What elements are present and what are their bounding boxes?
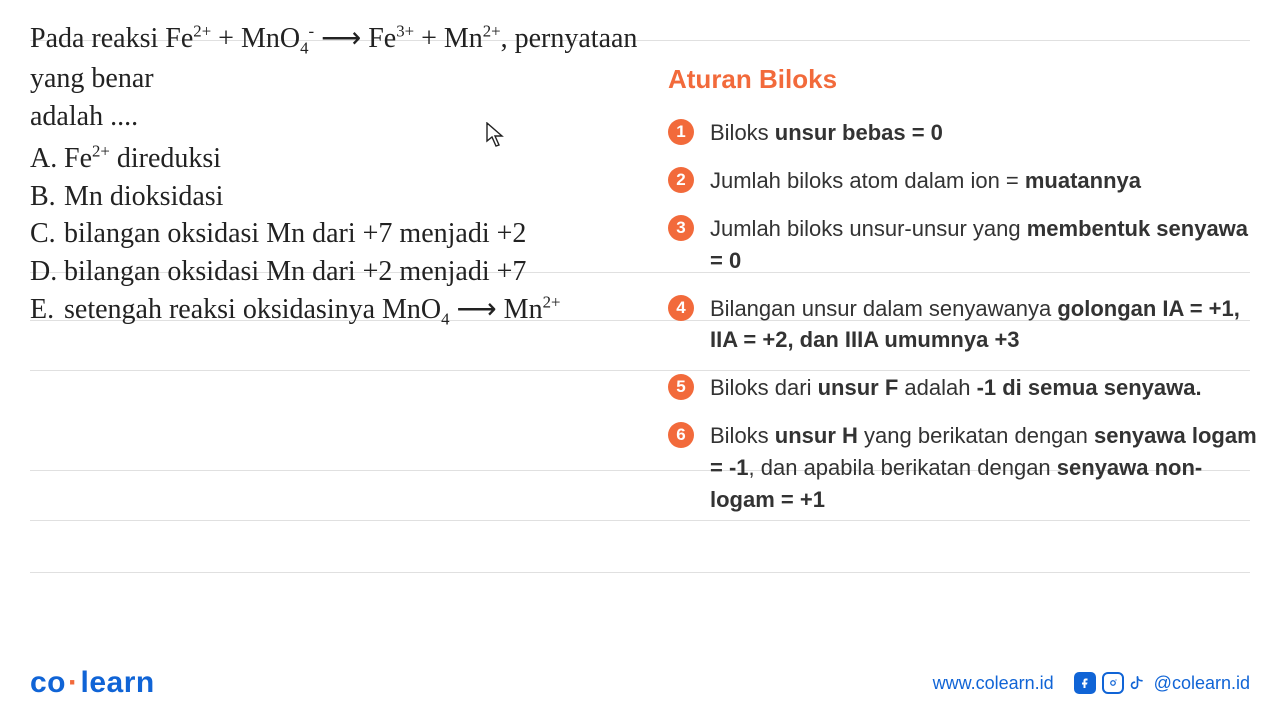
rule-badge: 5	[668, 374, 694, 400]
rule-badge: 6	[668, 422, 694, 448]
rule-row: 3 Jumlah biloks unsur-unsur yang membent…	[668, 213, 1258, 277]
question-prefix: Pada reaksi	[30, 23, 165, 54]
rule-text: Biloks dari unsur F adalah -1 di semua s…	[710, 372, 1202, 404]
rule-text: Biloks unsur H yang berikatan dengan sen…	[710, 420, 1258, 516]
option-letter: C.	[30, 215, 64, 253]
option-letter: D.	[30, 253, 64, 291]
rule-badge: 3	[668, 215, 694, 241]
rule-badge: 2	[668, 167, 694, 193]
option-text: setengah reaksi oksidasinya MnO4 ⟶ Mn2+	[64, 291, 560, 331]
website-link[interactable]: www.colearn.id	[933, 673, 1054, 694]
question-reaction: Fe2+ + MnO4- ⟶ Fe3+ + Mn2+	[165, 23, 500, 54]
option-text: Mn dioksidasi	[64, 178, 223, 216]
rule-text: Jumlah biloks unsur-unsur yang membentuk…	[710, 213, 1258, 277]
footer: co·learn www.colearn.id @colearn.id	[30, 666, 1250, 700]
option-letter: A.	[30, 140, 64, 178]
social-handle[interactable]: @colearn.id	[1154, 673, 1250, 694]
rule-text: Biloks unsur bebas = 0	[710, 117, 943, 149]
logo-left: co	[30, 666, 66, 699]
rule-row: 4 Bilangan unsur dalam senyawanya golong…	[668, 293, 1258, 357]
rule-row: 1 Biloks unsur bebas = 0	[668, 117, 1258, 149]
tiktok-icon[interactable]	[1130, 673, 1148, 693]
cursor-icon	[486, 122, 506, 148]
brand-logo: co·learn	[30, 666, 155, 700]
instagram-icon[interactable]	[1102, 672, 1124, 694]
question-text: Pada reaksi Fe2+ + MnO4- ⟶ Fe3+ + Mn2+, …	[30, 20, 670, 136]
option-text: bilangan oksidasi Mn dari +7 menjadi +2	[64, 215, 526, 253]
option-letter: B.	[30, 178, 64, 216]
rules-panel: Aturan Biloks 1 Biloks unsur bebas = 0 2…	[668, 64, 1258, 532]
logo-dot-icon: ·	[68, 666, 79, 699]
rule-row: 5 Biloks dari unsur F adalah -1 di semua…	[668, 372, 1258, 404]
rule-badge: 4	[668, 295, 694, 321]
option-text: Fe2+ direduksi	[64, 140, 221, 178]
rule-text: Bilangan unsur dalam senyawanya golongan…	[710, 293, 1258, 357]
question-line2: adalah ....	[30, 98, 670, 136]
rule-badge: 1	[668, 119, 694, 145]
rule-row: 2 Jumlah biloks atom dalam ion = muatann…	[668, 165, 1258, 197]
facebook-icon[interactable]	[1074, 672, 1096, 694]
rule-row: 6 Biloks unsur H yang berikatan dengan s…	[668, 420, 1258, 516]
rules-title: Aturan Biloks	[668, 64, 1258, 95]
rule-text: Jumlah biloks atom dalam ion = muatannya	[710, 165, 1141, 197]
social-links: @colearn.id	[1074, 672, 1250, 694]
option-text: bilangan oksidasi Mn dari +2 menjadi +7	[64, 253, 526, 291]
logo-right: learn	[81, 666, 155, 699]
footer-right: www.colearn.id @colearn.id	[933, 672, 1250, 694]
option-letter: E.	[30, 291, 64, 331]
